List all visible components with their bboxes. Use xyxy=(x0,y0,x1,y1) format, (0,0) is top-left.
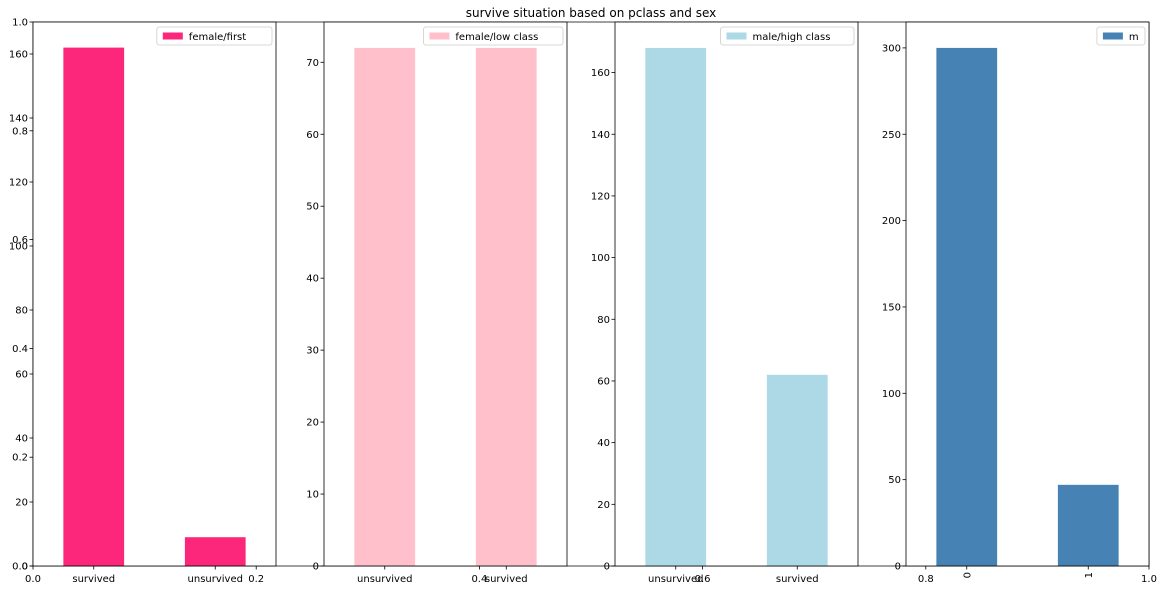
ytick-label: 50 xyxy=(306,202,319,213)
ytick-label: 0 xyxy=(895,562,901,573)
background-xtick-label: 1.0 xyxy=(1141,574,1157,585)
ytick-label: 100 xyxy=(882,389,901,400)
xtick-label: 1 xyxy=(1084,572,1095,578)
bar-survived xyxy=(63,47,125,567)
chart-title: survive situation based on pclass and se… xyxy=(466,6,717,20)
subplot-frame xyxy=(905,21,1150,567)
ytick-label: 40 xyxy=(15,434,28,445)
ytick-label: 120 xyxy=(591,191,610,202)
background-ytick-label: 0.6 xyxy=(12,235,28,246)
background-xtick-label: 0.4 xyxy=(471,574,487,585)
legend: female/low class xyxy=(422,26,564,46)
background-ytick-label: 0.8 xyxy=(12,126,28,137)
bar-1 xyxy=(1057,484,1119,566)
ytick-label: 300 xyxy=(882,43,901,54)
subplot-2: 0 10 20 30 40 50 60 70 unsurvived survived female/… xyxy=(306,21,568,585)
bar-unsurvived xyxy=(645,47,707,566)
ytick-label: 80 xyxy=(15,306,28,317)
ytick-label: 20 xyxy=(306,418,319,429)
ytick-label: 40 xyxy=(597,438,610,449)
ytick-label: 70 xyxy=(306,58,319,69)
legend-label: male/high class xyxy=(753,32,831,43)
ytick-label: 200 xyxy=(882,216,901,227)
subplot-3: 0 20 40 60 80 100 120 140 160 unsurvived survived m… xyxy=(591,21,859,585)
legend-label: female/low class xyxy=(455,32,538,43)
ytick-label: 20 xyxy=(597,500,610,511)
legend-swatch xyxy=(429,32,450,40)
background-ytick-label: 0.2 xyxy=(12,453,28,464)
ytick-label: 10 xyxy=(306,490,319,501)
legend-swatch xyxy=(162,32,183,40)
xtick-label: survived xyxy=(485,574,528,585)
ytick-label: 140 xyxy=(591,130,610,141)
xtick-label: unsurvived xyxy=(188,574,243,585)
ytick-label: 160 xyxy=(591,68,610,79)
xtick-label: survived xyxy=(72,574,115,585)
ytick-label: 120 xyxy=(9,178,28,189)
ytick-label: 30 xyxy=(306,346,319,357)
ytick-label: 100 xyxy=(9,242,28,253)
ytick-label: 100 xyxy=(591,253,610,264)
background-ytick-label: 0.0 xyxy=(12,562,28,573)
subplot-frame xyxy=(323,21,568,567)
ytick-label: 160 xyxy=(9,50,28,61)
xtick-label: survived xyxy=(776,574,819,585)
ytick-label: 250 xyxy=(882,130,901,141)
ytick-label: 150 xyxy=(882,302,901,313)
subplot-1: 0 20 40 60 80 100 120 140 160 survived unsurvived f… xyxy=(9,21,277,585)
ytick-label: 50 xyxy=(888,475,901,486)
xtick-label: unsurvived xyxy=(648,574,703,585)
bar-survived xyxy=(766,374,828,566)
ytick-label: 0 xyxy=(313,562,319,573)
background-xtick-label: 0.0 xyxy=(25,574,41,585)
legend-frame xyxy=(156,26,273,46)
ytick-label: 140 xyxy=(9,114,28,125)
legend-label: m xyxy=(1129,32,1139,43)
legend-frame xyxy=(720,26,855,46)
ytick-label: 60 xyxy=(597,376,610,387)
ytick-label: 0 xyxy=(604,562,610,573)
ytick-label: 20 xyxy=(15,498,28,509)
ytick-label: 40 xyxy=(306,274,319,285)
legend: female/first xyxy=(156,26,273,46)
legend-frame xyxy=(422,26,564,46)
ytick-label: 60 xyxy=(306,130,319,141)
background-ytick-label: 1.0 xyxy=(12,18,28,29)
background-xtick-label: 0.8 xyxy=(918,574,934,585)
bar-survived xyxy=(475,47,537,566)
ytick-label: 60 xyxy=(15,370,28,381)
bar-unsurvived xyxy=(354,47,416,566)
xtick-label: 0 xyxy=(962,572,973,578)
background-xtick-label: 0.2 xyxy=(248,574,264,585)
ytick-label: 0 xyxy=(22,562,28,573)
background-xtick-label: 0.6 xyxy=(695,574,711,585)
subplot-frame xyxy=(614,21,859,567)
xtick-label: unsurvived xyxy=(357,574,412,585)
subplot-frame xyxy=(32,21,277,567)
legend: male/high class xyxy=(720,26,855,46)
legend: m xyxy=(1096,26,1146,46)
legend-label: female/first xyxy=(189,32,246,43)
ytick-label: 80 xyxy=(597,315,610,326)
bar-unsurvived xyxy=(184,537,246,566)
legend-swatch xyxy=(726,32,747,40)
legend-swatch xyxy=(1102,32,1123,40)
bar-0 xyxy=(936,47,998,566)
subplot-4: 0 50 100 150 200 250 300 0 1 m xyxy=(882,21,1150,578)
background-ytick-label: 0.4 xyxy=(12,344,28,355)
